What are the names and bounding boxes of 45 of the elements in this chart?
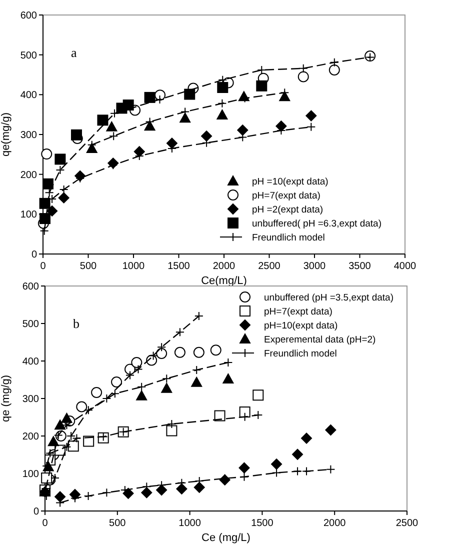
x-tick-label: 4000 — [394, 261, 417, 272]
legend-label: pH=10(expt data) — [264, 320, 338, 332]
annotation: b — [73, 316, 80, 331]
x-tick-label: 2000 — [323, 518, 346, 529]
x-tick-label: 2500 — [396, 518, 419, 529]
x-tick-label: 2000 — [212, 261, 236, 272]
x-tick-label: 0 — [42, 518, 48, 529]
legend-label: pH=7(expt data) — [252, 190, 320, 202]
y-tick-label: 300 — [22, 394, 40, 405]
legend-label: pH =2(expt data) — [252, 204, 324, 216]
y-tick-label: 400 — [20, 90, 38, 102]
y-tick-label: 100 — [22, 469, 40, 480]
x-axis-title: Ce (mg/L) — [202, 532, 250, 544]
x-tick-label: 1000 — [178, 518, 202, 529]
y-tick-label: 300 — [20, 130, 38, 141]
y-tick-label: 200 — [20, 170, 38, 181]
y-tick-label: 600 — [22, 282, 40, 292]
x-tick-label: 0 — [40, 261, 46, 272]
legend-label: pH =10(expt data) — [252, 176, 328, 188]
y-tick-label: 200 — [22, 432, 40, 442]
x-tick-label: 1500 — [168, 261, 190, 272]
x-tick-label: 2500 — [258, 261, 281, 272]
y-tick-label: 100 — [20, 210, 38, 221]
x-tick-label: 3500 — [348, 261, 372, 272]
y-tick-label: 0 — [33, 506, 40, 518]
legend-label: Freundlich model — [252, 232, 325, 244]
x-tick-label: 500 — [109, 518, 126, 529]
y-axis-title: qe (mg/g) — [0, 374, 12, 422]
legend-label: Experemental data (pH=2) — [264, 334, 376, 346]
legend-label: pH=7(expt data) — [264, 306, 332, 318]
y-tick-label: 0 — [31, 250, 38, 260]
y-tick-label: 400 — [22, 356, 40, 368]
legend-label: Freundlich model — [264, 348, 337, 360]
x-tick-label: 3000 — [303, 261, 326, 272]
x-tick-label: 1500 — [251, 518, 274, 529]
x-tick-label: 1000 — [122, 261, 146, 272]
legend-label: unbuffered (pH =3.5,expt data) — [264, 292, 394, 304]
x-axis-title: Ce(mg/L) — [201, 275, 247, 287]
y-tick-label: 500 — [22, 319, 40, 330]
y-tick-label: 600 — [20, 10, 38, 22]
x-tick-label: 500 — [80, 261, 98, 272]
y-axis-title: qe(mg/g) — [0, 112, 12, 157]
y-tick-label: 500 — [20, 50, 38, 62]
annotation: a — [71, 45, 77, 60]
legend-label: unbuffered( pH =6.3,expt data) — [252, 218, 382, 230]
